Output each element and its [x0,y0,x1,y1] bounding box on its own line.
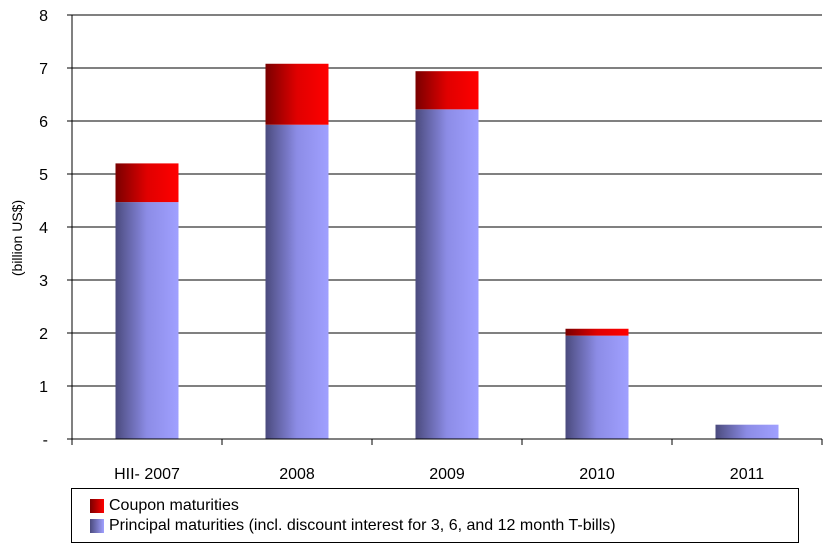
bar-principal [715,424,779,439]
bar-principal [265,124,329,440]
legend-label-coupon: Coupon maturities [109,497,239,514]
y-tick-label: 5 [39,167,48,184]
bars [115,63,779,440]
y-tick-label: 4 [39,220,48,237]
x-tick-label: 2009 [429,466,465,483]
y-tick-label: 2 [39,326,48,343]
y-tick-label: 6 [39,114,48,131]
y-tick-label: 1 [39,379,48,396]
y-tick-label: - [43,432,48,449]
legend-label-principal: Principal maturities (incl. discount int… [109,517,616,534]
bar-principal [415,109,479,439]
y-tick-label: 8 [39,8,48,25]
y-tick-label: 7 [39,61,48,78]
y-tick-label: 3 [39,273,48,290]
bar-coupon [115,163,179,203]
bar-coupon [565,328,629,336]
x-tick-label: HII- 2007 [114,466,180,483]
legend-swatch-coupon [90,499,104,513]
legend-swatch-principal [90,519,104,533]
x-tick-label: 2011 [730,466,765,483]
bar-coupon [265,63,329,125]
axes: - 1 2 3 4 5 6 7 8 HII- 2007 2008 2009 2010 2011 [39,8,823,483]
x-tick-label: 2010 [579,466,615,483]
legend: Coupon maturities Principal maturities (… [71,488,799,543]
legend-item-principal: Principal maturities (incl. discount int… [90,516,616,536]
y-axis-title: (billion US$) [9,200,25,276]
bar-principal [115,202,179,439]
bar-coupon [415,71,479,110]
x-tick-label: 2008 [279,466,315,483]
bar-principal [565,335,629,439]
legend-item-coupon: Coupon maturities [90,496,239,516]
